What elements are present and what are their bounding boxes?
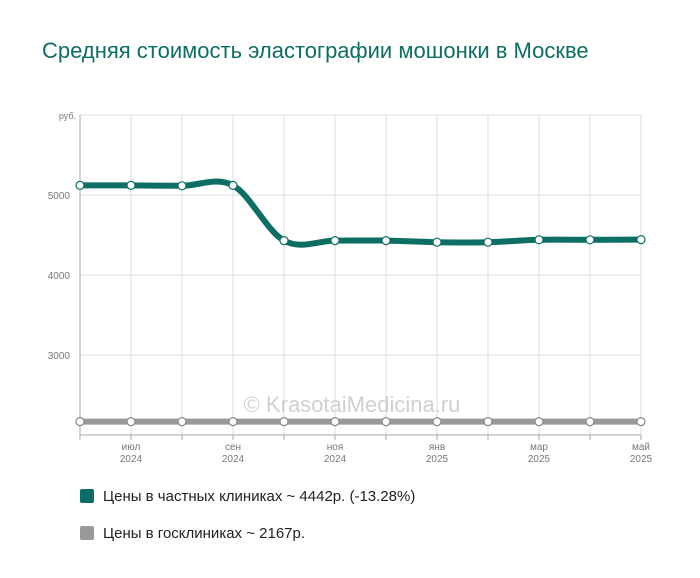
- x-tick-label-month: май: [632, 442, 650, 453]
- y-tick-label: 5000: [48, 191, 71, 202]
- point-private: [381, 236, 391, 246]
- x-tick-label-month: мар: [530, 442, 548, 453]
- x-tick-label-month: янв: [429, 442, 445, 453]
- point-private: [483, 237, 493, 247]
- point-state: [75, 417, 85, 427]
- y-axis-unit-label: руб.: [59, 111, 76, 121]
- point-state: [432, 417, 442, 427]
- x-tick-label-year: 2024: [120, 454, 143, 465]
- point-state: [534, 417, 544, 427]
- x-tick-label-month: июл: [122, 442, 141, 453]
- legend: Цены в частных клиниках ~ 4442р. (-13.28…: [80, 486, 415, 560]
- x-tick-label-year: 2024: [324, 454, 347, 465]
- point-state: [585, 417, 595, 427]
- chart-title: Средняя стоимость эластографии мошонки в…: [42, 38, 589, 63]
- legend-swatch-state: [80, 526, 94, 540]
- point-state: [381, 417, 391, 427]
- legend-item-private[interactable]: Цены в частных клиниках ~ 4442р. (-13.28…: [80, 486, 415, 506]
- series-line-private: [77, 178, 644, 248]
- point-state: [126, 417, 136, 427]
- point-private: [75, 180, 85, 190]
- x-axis: июл2024сен2024ноя2024янв2025мар2025май20…: [79, 434, 653, 465]
- watermark: © KrasotaiMedicina.ru: [244, 392, 461, 417]
- point-private: [432, 237, 442, 247]
- point-state: [177, 417, 187, 427]
- point-state: [330, 417, 340, 427]
- point-private: [177, 181, 187, 191]
- point-state: [279, 417, 289, 427]
- series-group: [75, 178, 646, 427]
- point-private: [636, 235, 646, 245]
- x-tick-label-year: 2025: [630, 454, 653, 465]
- point-private: [330, 236, 340, 246]
- y-tick-label: 3000: [48, 351, 71, 362]
- x-tick-label-year: 2025: [528, 454, 551, 465]
- point-state: [483, 417, 493, 427]
- point-private: [279, 236, 289, 246]
- y-tick-label: 4000: [48, 271, 71, 282]
- point-private: [585, 235, 595, 245]
- grid: [79, 114, 642, 435]
- y-axis: 3000 4000 5000 руб.: [48, 111, 81, 435]
- legend-label-private: Цены в частных клиниках ~ 4442р. (-13.28…: [103, 487, 416, 505]
- point-state: [636, 417, 646, 427]
- x-tick-label-month: ноя: [327, 442, 344, 453]
- legend-label-state: Цены в госклиниках ~ 2167р.: [103, 524, 306, 542]
- point-private: [534, 235, 544, 245]
- point-private: [228, 180, 238, 190]
- legend-swatch-private: [80, 489, 94, 503]
- x-tick-label-year: 2025: [426, 454, 449, 465]
- legend-item-state[interactable]: Цены в госклиниках ~ 2167р.: [80, 523, 415, 543]
- point-state: [228, 417, 238, 427]
- x-tick-label-year: 2024: [222, 454, 245, 465]
- x-tick-label-month: сен: [225, 442, 241, 453]
- point-private: [126, 180, 136, 190]
